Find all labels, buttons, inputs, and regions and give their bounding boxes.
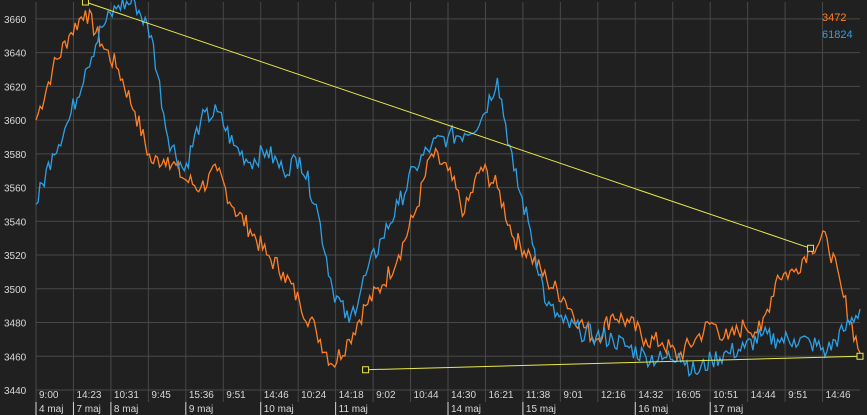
x-time-label: 14:32 [638, 390, 663, 401]
x-date-label: 11 maj [339, 404, 368, 415]
x-date-label: 9 maj [189, 404, 213, 415]
grid-lines [35, 2, 860, 402]
series-line-orange [35, 8, 861, 369]
x-date-label: 4 maj [39, 404, 63, 415]
x-time-label: 14:23 [76, 390, 101, 401]
trendline-handle [807, 244, 815, 252]
x-date-label: 8 maj [114, 404, 138, 415]
legend-label: 3472 [822, 12, 846, 24]
y-tick-label: 3460 [4, 352, 27, 363]
y-tick-label: 3660 [4, 15, 27, 26]
x-time-label: 12:16 [601, 390, 626, 401]
x-time-label: 10:44 [414, 390, 439, 401]
y-tick-label: 3520 [4, 251, 27, 262]
trendline [85, 1, 811, 249]
x-axis: 9:00 14:23 10:31 9:45 15:36 9:51 14:46 10:24 14:… [35, 390, 851, 415]
x-time-label: 11:38 [526, 390, 551, 401]
y-tick-label: 3560 [4, 184, 27, 195]
x-time-label: 10:31 [114, 390, 139, 401]
legend-label: 61824 [822, 29, 853, 41]
y-tick-label: 3640 [4, 49, 27, 60]
y-tick-label: 3540 [4, 217, 27, 228]
y-tick-label: 3620 [4, 82, 27, 93]
x-time-label: 14:46 [826, 390, 851, 401]
x-time-label: 9:02 [376, 390, 396, 401]
x-time-label: 9:51 [788, 390, 808, 401]
x-time-label: 14:44 [751, 390, 776, 401]
y-axis: 3440 3460 3480 3500 3520 3540 3560 3580 3600 3620… [4, 15, 27, 397]
trendline-group [81, 0, 864, 374]
y-tick-label: 3480 [4, 319, 27, 330]
x-time-label: 16:05 [676, 390, 701, 401]
y-tick-label: 3580 [4, 150, 27, 161]
x-time-label: 10:24 [301, 390, 326, 401]
trendline [365, 355, 861, 371]
x-time-label: 14:46 [264, 390, 289, 401]
x-date-label: 16 maj [638, 404, 668, 415]
x-date-label: 17 maj [713, 404, 743, 415]
x-date-label: 7 maj [76, 404, 100, 415]
x-time-label: 10:51 [713, 390, 738, 401]
legend: 3472 61824 [822, 12, 853, 41]
x-time-label: 15:36 [189, 390, 214, 401]
x-time-label: 9:00 [39, 390, 59, 401]
x-time-label: 16:21 [488, 390, 513, 401]
x-time-label: 9:45 [151, 390, 171, 401]
x-time-label: 9:01 [563, 390, 583, 401]
x-time-label: 14:30 [451, 390, 476, 401]
x-time-label: 9:51 [226, 390, 246, 401]
trendline-handle [856, 352, 864, 360]
x-date-label: 15 maj [526, 404, 556, 415]
x-date-label: 14 maj [451, 404, 481, 415]
x-date-label: 10 maj [264, 404, 294, 415]
trendline-handle [81, 0, 89, 6]
trendline-handle [362, 366, 370, 374]
y-tick-label: 3500 [4, 285, 27, 296]
y-tick-label: 3440 [4, 386, 27, 397]
x-time-label: 14:18 [339, 390, 364, 401]
y-tick-label: 3600 [4, 116, 27, 127]
